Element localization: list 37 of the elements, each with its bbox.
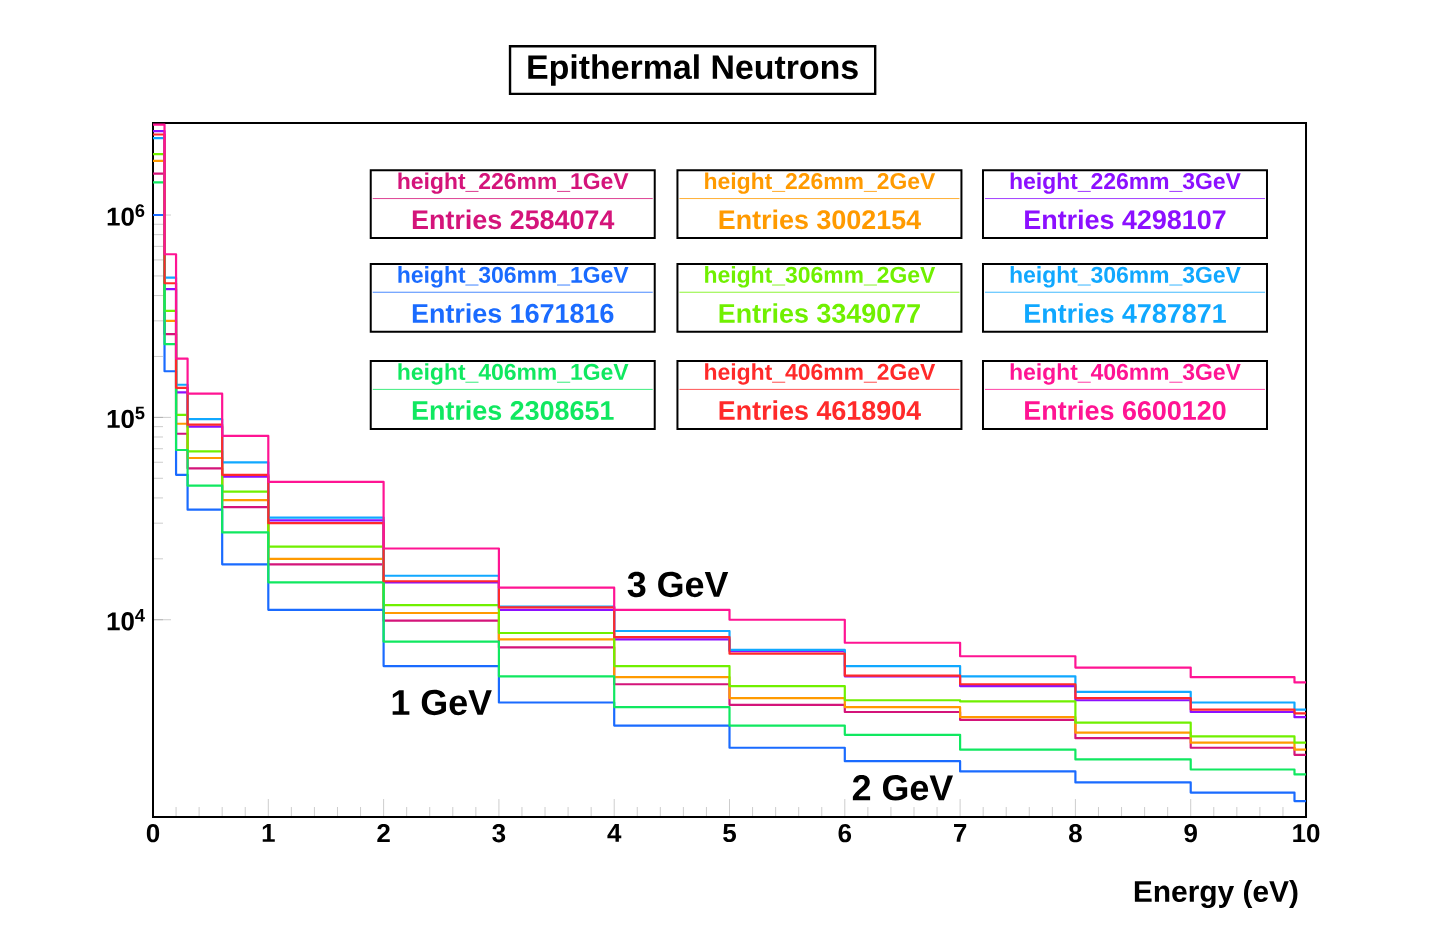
text: height_226mm_1GeV xyxy=(398,172,629,194)
text: height_226mm_3GeV xyxy=(1010,172,1241,194)
text: height_226mm_2GeV xyxy=(705,172,936,194)
annotation: Entries 3349077 xyxy=(719,303,920,323)
x-tick-label: 9 xyxy=(1184,824,1197,843)
text: height_406mm_3GeV xyxy=(1010,363,1241,385)
annotation: Entries 1671816 xyxy=(412,303,614,323)
text: height_406mm_2GeV xyxy=(705,363,936,385)
x-tick-label: 8 xyxy=(1069,824,1082,843)
x-axis-title: Energy (eV) xyxy=(1134,880,1298,909)
annotation: Entries 2584074 xyxy=(412,209,615,230)
text: height_306mm_2GeV xyxy=(705,266,936,288)
y-tick-label: 10$^{4}$ xyxy=(107,609,145,631)
x-tick-label: 4 xyxy=(607,824,622,842)
x-tick-label: 1 xyxy=(262,824,275,842)
text: height_306mm_3GeV xyxy=(1010,266,1241,288)
text: height_306mm_1GeV xyxy=(398,266,629,288)
annotation: Entries 6600120 xyxy=(1025,400,1226,421)
x-tick-label: 7 xyxy=(954,824,967,842)
annotation: 1 GeV xyxy=(392,689,492,716)
x-tick-label: 2 xyxy=(377,824,390,843)
annotation: Entries 4618904 xyxy=(719,400,921,421)
annotation: 2 GeV xyxy=(852,775,954,801)
annotation: Entries 3002154 xyxy=(719,209,921,230)
chart-title: Epithermal Neutrons xyxy=(528,54,858,86)
x-tick-label: 0 xyxy=(146,824,160,843)
annotation: 3 GeV xyxy=(627,571,729,598)
x-tick-label: 6 xyxy=(838,824,852,843)
annotation: Entries 2308651 xyxy=(412,400,614,421)
annotation: Entries 4298107 xyxy=(1025,209,1226,230)
x-tick-label: 3 xyxy=(492,824,506,843)
text: height_406mm_1GeV xyxy=(398,363,629,385)
x-tick-label: 5 xyxy=(723,824,736,843)
y-tick-label: 10$^{5}$ xyxy=(107,406,145,429)
y-tick-label: 10$^{6}$ xyxy=(107,204,145,226)
x-tick-label: 10 xyxy=(1293,824,1320,843)
annotation: Entries 4787871 xyxy=(1025,303,1226,323)
